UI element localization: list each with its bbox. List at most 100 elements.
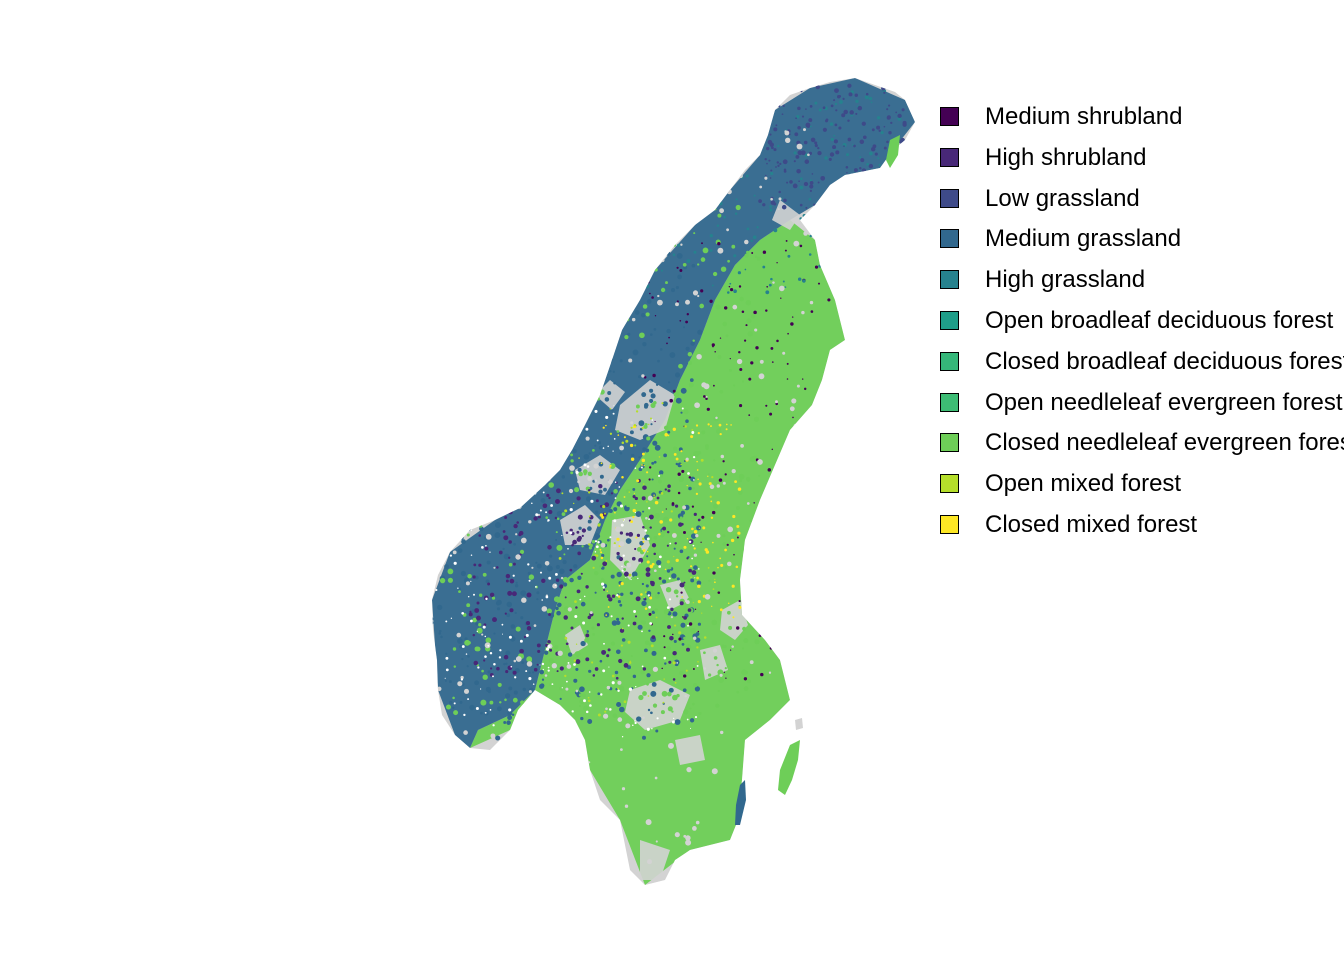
land-cover-speck [651, 635, 656, 639]
land-cover-speck [562, 559, 567, 565]
land-cover-speck [799, 185, 804, 190]
land-cover-speck [628, 661, 632, 664]
land-cover-speck [528, 698, 533, 702]
land-cover-speck [654, 776, 658, 780]
land-cover-speck [693, 232, 696, 235]
land-cover-speck [529, 368, 534, 372]
land-cover-speck [479, 484, 484, 490]
land-cover-speck [761, 869, 767, 874]
land-cover-speck [567, 607, 572, 612]
land-cover-speck [523, 424, 528, 429]
land-cover-speck [606, 685, 611, 690]
land-cover-speck [768, 283, 772, 287]
land-cover-speck [680, 450, 683, 453]
land-cover-speck [577, 480, 581, 484]
land-cover-speck [629, 430, 634, 435]
land-cover-speck [504, 698, 507, 702]
land-cover-speck [803, 231, 808, 236]
land-cover-speck [712, 541, 714, 544]
land-cover-speck [778, 476, 782, 480]
land-cover-speck [678, 363, 683, 369]
land-cover-speck [507, 715, 513, 721]
land-cover-speck [847, 119, 850, 122]
land-cover-speck [756, 525, 761, 530]
land-cover-speck [864, 95, 869, 100]
land-cover-speck [668, 687, 674, 693]
land-cover-speck [622, 292, 626, 297]
land-cover-speck [564, 596, 567, 599]
land-cover-speck [902, 120, 907, 125]
land-cover-speck [805, 108, 807, 110]
land-cover-speck [746, 318, 752, 324]
land-cover-speck [503, 553, 510, 560]
land-cover-speck [850, 113, 853, 117]
land-cover-speck [742, 647, 745, 650]
land-cover-speck [640, 593, 643, 596]
land-cover-speck [722, 542, 727, 546]
land-cover-speck [460, 307, 466, 314]
land-cover-speck [445, 704, 452, 710]
land-cover-speck [775, 400, 778, 404]
land-cover-speck [596, 439, 599, 442]
land-cover-speck [534, 300, 539, 305]
land-cover-speck [548, 445, 551, 448]
land-cover-speck [740, 444, 744, 448]
land-cover-speck [680, 591, 683, 594]
land-cover-speck [432, 257, 433, 260]
land-cover-speck [530, 357, 535, 361]
land-cover-speck [801, 115, 805, 118]
land-cover-speck [685, 320, 688, 324]
land-cover-speck [623, 496, 626, 498]
land-cover-speck [432, 742, 433, 746]
land-cover-speck [519, 648, 524, 654]
land-cover-speck [533, 375, 537, 379]
land-cover-speck [495, 566, 499, 569]
land-cover-speck [659, 555, 662, 559]
land-cover-speck [438, 267, 443, 271]
land-cover-speck [522, 307, 527, 312]
land-cover-speck [727, 526, 734, 533]
land-cover-speck [483, 368, 489, 374]
land-cover-speck [625, 637, 628, 640]
land-cover-speck [812, 530, 815, 533]
land-cover-speck [667, 434, 670, 437]
land-cover-speck [632, 508, 637, 513]
land-cover-speck [580, 407, 582, 409]
land-cover-speck [642, 549, 646, 552]
land-cover-speck [695, 637, 701, 643]
land-cover-speck [682, 203, 688, 210]
land-cover-speck [614, 251, 618, 255]
land-cover-speck [618, 289, 622, 293]
land-cover-speck [473, 660, 479, 666]
land-cover-speck [668, 336, 670, 339]
land-cover-speck [562, 825, 568, 832]
land-cover-speck [852, 175, 855, 178]
land-cover-speck [716, 484, 721, 488]
land-cover-speck [604, 342, 609, 348]
land-cover-speck [837, 595, 841, 599]
land-cover-speck [586, 465, 590, 468]
land-cover-speck [593, 463, 599, 469]
land-cover-speck [809, 105, 813, 108]
land-cover-speck [440, 211, 443, 215]
land-cover-speck [667, 489, 671, 493]
land-cover-speck [649, 245, 656, 251]
land-cover-speck [654, 444, 661, 451]
land-cover-speck [716, 428, 722, 434]
land-cover-speck [508, 686, 513, 691]
land-cover-speck [603, 588, 606, 591]
land-cover-speck [641, 426, 644, 430]
land-cover-speck [692, 455, 696, 459]
land-cover-speck [646, 537, 650, 541]
land-cover-speck [764, 158, 767, 161]
land-cover-speck [615, 236, 618, 240]
land-cover-speck [820, 662, 827, 669]
land-cover-speck [592, 449, 595, 452]
land-cover-speck [461, 280, 466, 285]
land-cover-speck [752, 590, 755, 593]
land-cover-speck [692, 601, 695, 604]
land-cover-speck [630, 453, 635, 458]
land-cover-speck [628, 259, 634, 265]
land-cover-speck [884, 205, 889, 210]
legend-swatch [940, 107, 959, 126]
